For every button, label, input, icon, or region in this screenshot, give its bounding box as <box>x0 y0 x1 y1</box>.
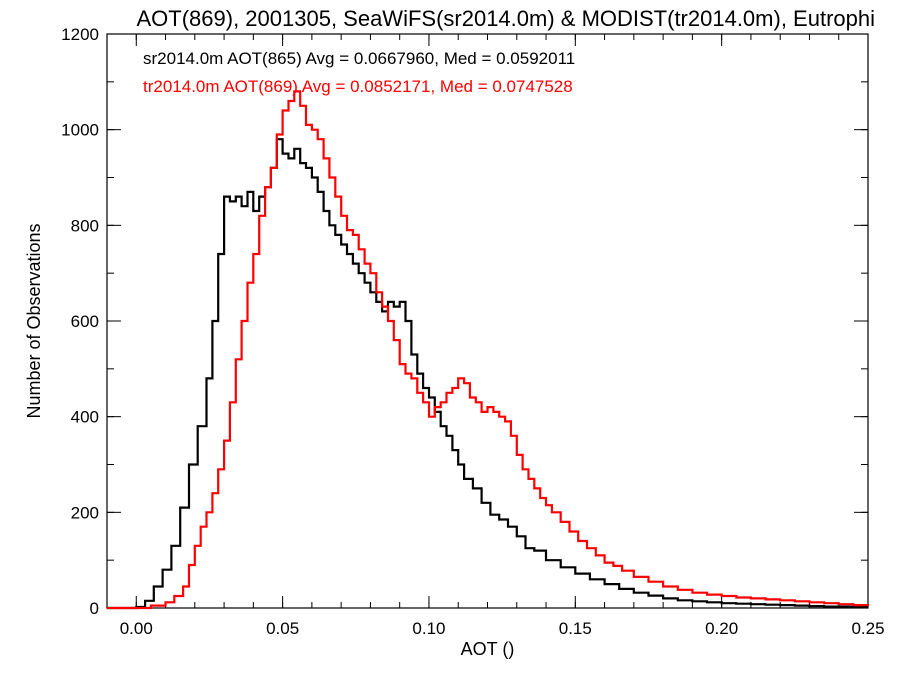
x-tick-label: 0.05 <box>266 619 299 638</box>
y-tick-label: 1000 <box>61 121 99 140</box>
series-2-stats: tr2014.0m AOT(869) Avg = 0.0852171, Med … <box>143 77 573 96</box>
y-tick-label: 600 <box>71 312 99 331</box>
histogram-series-2 <box>107 90 870 610</box>
x-tick-label: 0.00 <box>120 619 153 638</box>
plot-frame <box>106 33 869 609</box>
y-axis-label: Number of Observations <box>24 223 44 418</box>
series-1-stats: sr2014.0m AOT(865) Avg = 0.0667960, Med … <box>143 49 575 68</box>
histogram-series-1 <box>107 138 868 610</box>
plot-area: 0.00 0.05 0.10 0.15 0.20 0.25 0 200 400 600 800 10… <box>61 25 884 638</box>
series-group <box>107 90 870 610</box>
y-tick-label: 400 <box>71 408 99 427</box>
y-tick-label: 800 <box>71 216 99 235</box>
y-tick-label: 0 <box>90 599 99 618</box>
x-axis-label: AOT () <box>461 639 515 659</box>
x-tick-label: 0.15 <box>559 619 592 638</box>
y-tick-label: 1200 <box>61 25 99 44</box>
y-axis: 0 200 400 600 800 1000 1200 <box>61 25 868 618</box>
x-tick-label: 0.10 <box>412 619 445 638</box>
y-tick-label: 200 <box>71 503 99 522</box>
x-tick-label: 0.25 <box>851 619 884 638</box>
chart-title: AOT(869), 2001305, SeaWiFS(sr2014.0m) & … <box>136 6 875 31</box>
x-axis: 0.00 0.05 0.10 0.15 0.20 0.25 <box>120 34 885 638</box>
x-tick-label: 0.20 <box>705 619 738 638</box>
